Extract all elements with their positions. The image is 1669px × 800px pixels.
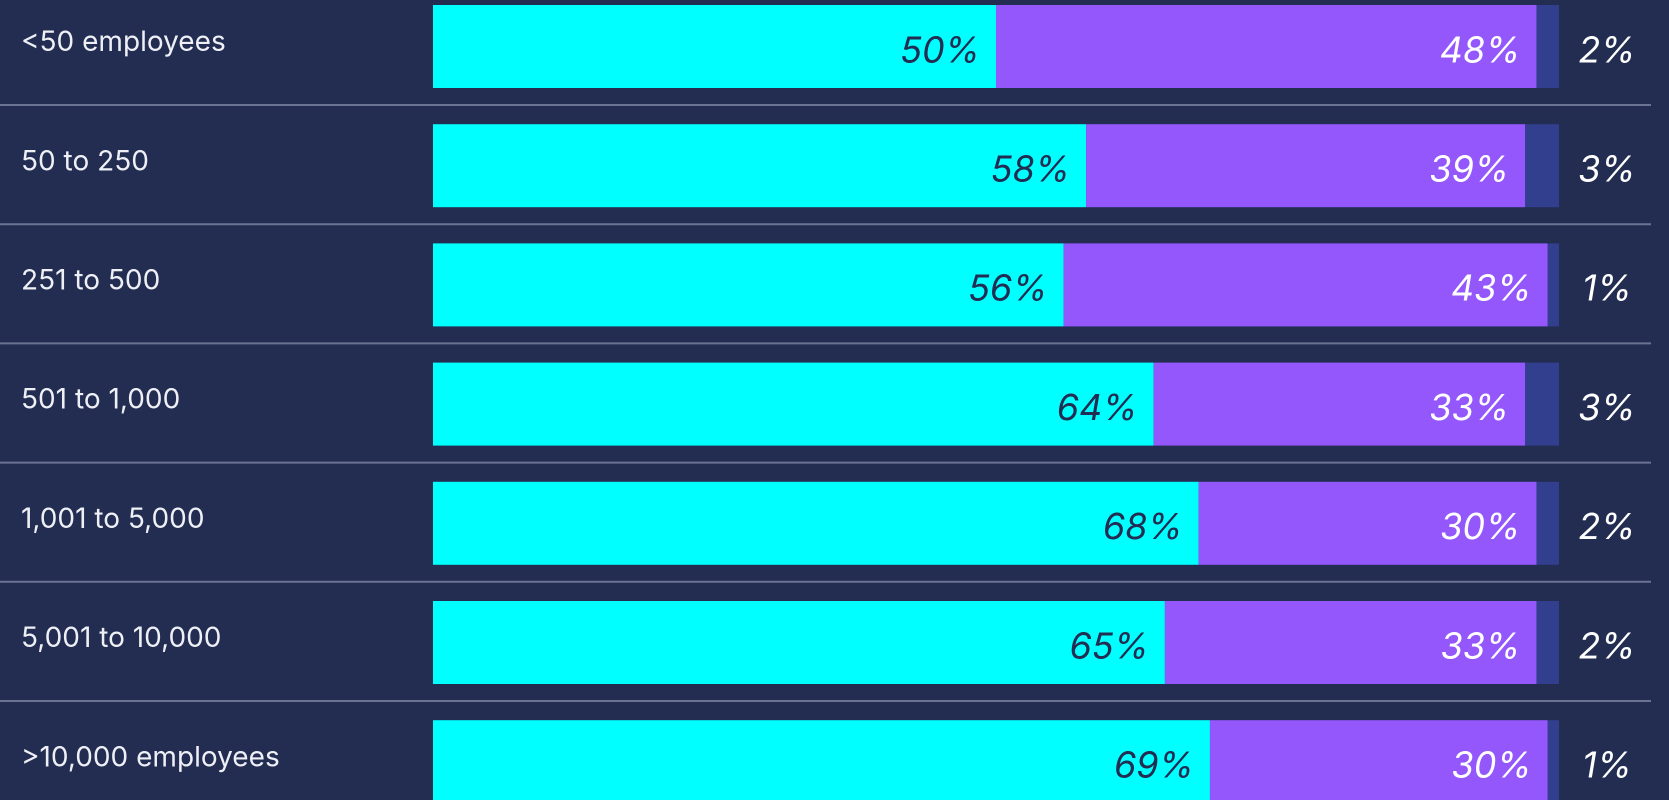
value-label: 30% [1440,504,1520,548]
value-label: 3% [1578,385,1636,429]
bar-segment [996,5,1537,88]
bar-segment [433,124,1087,208]
value-label: 65% [1069,623,1148,667]
value-label: 33% [1429,385,1509,429]
bar-segment [1536,5,1559,88]
category-label: 50 to 250 [21,143,149,177]
bar-segment [1063,243,1548,327]
value-label: 33% [1441,623,1521,667]
bar-segment [1536,601,1559,684]
bar-segment [433,720,1210,800]
value-label: 69% [1114,743,1194,787]
value-label: 2% [1578,504,1635,548]
value-label: 50% [900,27,980,71]
bar-segment [1086,124,1526,208]
value-label: 64% [1057,385,1138,429]
value-label: 1% [1582,743,1632,787]
bar-segment [1547,720,1559,800]
category-label: <50 employees [21,24,226,58]
bar-segment [433,243,1064,327]
category-label: 251 to 500 [21,263,160,297]
bar-segment [1153,362,1526,446]
category-label: 5,001 to 10,000 [21,620,221,654]
value-label: 56% [968,266,1047,310]
bar-segment [1209,720,1548,800]
bar-segment [1164,601,1537,684]
bar-segment [1547,243,1559,327]
value-label: 43% [1451,266,1532,310]
value-label: 3% [1578,147,1636,191]
value-label: 58% [991,147,1070,191]
bar-segment [433,5,996,88]
bar-segment [1525,124,1559,208]
category-label: 501 to 1,000 [21,382,180,416]
bar-segment [1536,481,1559,565]
bar-segment [1198,481,1537,565]
bar-segment [433,601,1165,684]
value-label: 1% [1582,266,1632,310]
value-label: 68% [1103,504,1183,548]
bar-segment [433,481,1199,565]
bar-segment [1525,362,1559,446]
value-label: 39% [1429,147,1509,191]
category-label: >10,000 employees [21,739,280,773]
value-label: 2% [1578,623,1635,667]
value-label: 2% [1578,27,1635,71]
value-label: 30% [1451,743,1531,787]
category-label: 1,001 to 5,000 [21,501,205,535]
bar-segment [433,362,1154,446]
value-label: 48% [1440,27,1521,71]
